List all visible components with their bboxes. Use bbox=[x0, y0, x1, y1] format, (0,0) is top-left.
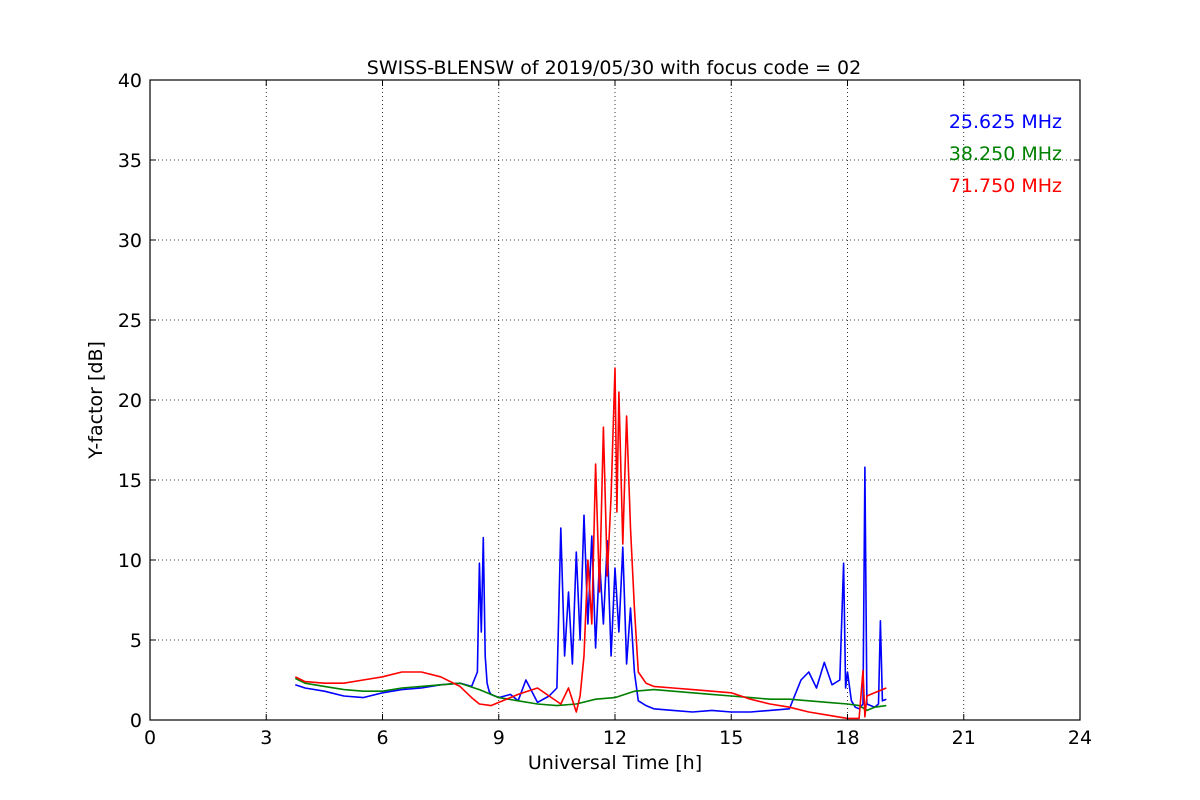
x-tick-label-4: 12 bbox=[603, 727, 627, 749]
y-tick-label-0: 0 bbox=[130, 710, 142, 732]
x-axis-label: Universal Time [h] bbox=[528, 752, 702, 774]
ticks: 0 3 6 9 12 15 18 21 24 0 5 10 15 20 25 30 35 40 bbox=[118, 70, 1092, 749]
y-tick-label-3: 15 bbox=[118, 470, 142, 492]
legend-entry-1: 38.250 MHz bbox=[949, 143, 1062, 165]
series-line-1 bbox=[294, 677, 887, 712]
x-tick-label-3: 9 bbox=[493, 727, 505, 749]
legend: 25.625 MHz 38.250 MHz 71.750 MHz bbox=[949, 111, 1062, 197]
x-tick-label-5: 15 bbox=[719, 727, 743, 749]
x-tick-label-7: 21 bbox=[952, 727, 976, 749]
y-tick-label-7: 35 bbox=[118, 150, 142, 172]
x-tick-label-2: 6 bbox=[376, 727, 388, 749]
x-tick-label-6: 18 bbox=[835, 727, 859, 749]
legend-entry-0: 25.625 MHz bbox=[949, 111, 1062, 133]
series-layer bbox=[294, 367, 887, 720]
legend-entry-2: 71.750 MHz bbox=[949, 175, 1062, 197]
series-line-0 bbox=[295, 466, 887, 713]
y-tick-label-1: 5 bbox=[130, 630, 142, 652]
x-tick-label-8: 24 bbox=[1068, 727, 1092, 749]
x-tick-label-1: 3 bbox=[260, 727, 272, 749]
y-tick-label-8: 40 bbox=[118, 70, 142, 92]
y-tick-label-6: 30 bbox=[118, 230, 142, 252]
x-tick-label-0: 0 bbox=[144, 727, 156, 749]
series-line-2 bbox=[294, 367, 887, 720]
chart-title: SWISS-BLENSW of 2019/05/30 with focus co… bbox=[367, 57, 861, 79]
y-tick-label-2: 10 bbox=[118, 550, 142, 572]
y-tick-label-4: 20 bbox=[118, 390, 142, 412]
y-tick-label-5: 25 bbox=[118, 310, 142, 332]
y-axis-label: Y-factor [dB] bbox=[85, 341, 107, 460]
